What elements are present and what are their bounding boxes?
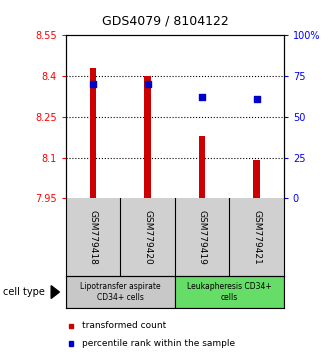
Bar	[90, 68, 96, 198]
Text: GSM779420: GSM779420	[143, 210, 152, 264]
Bar	[145, 76, 151, 198]
Point	[145, 81, 150, 87]
Text: GSM779421: GSM779421	[252, 210, 261, 264]
Text: transformed count: transformed count	[82, 321, 167, 330]
Point	[254, 96, 259, 102]
Bar	[175, 276, 284, 308]
Bar	[69, 341, 73, 346]
Text: Lipotransfer aspirate
CD34+ cells: Lipotransfer aspirate CD34+ cells	[80, 282, 161, 302]
Bar	[69, 324, 73, 328]
Text: cell type: cell type	[3, 287, 45, 297]
Text: GDS4079 / 8104122: GDS4079 / 8104122	[102, 14, 228, 27]
Point	[199, 95, 205, 100]
Bar	[199, 136, 205, 198]
Text: GSM779418: GSM779418	[89, 210, 98, 265]
Point	[90, 81, 96, 87]
Bar	[66, 276, 175, 308]
Text: Leukapheresis CD34+
cells: Leukapheresis CD34+ cells	[187, 282, 272, 302]
Text: GSM779419: GSM779419	[198, 210, 207, 265]
Polygon shape	[51, 286, 59, 298]
Bar	[253, 160, 260, 198]
Text: percentile rank within the sample: percentile rank within the sample	[82, 339, 236, 348]
